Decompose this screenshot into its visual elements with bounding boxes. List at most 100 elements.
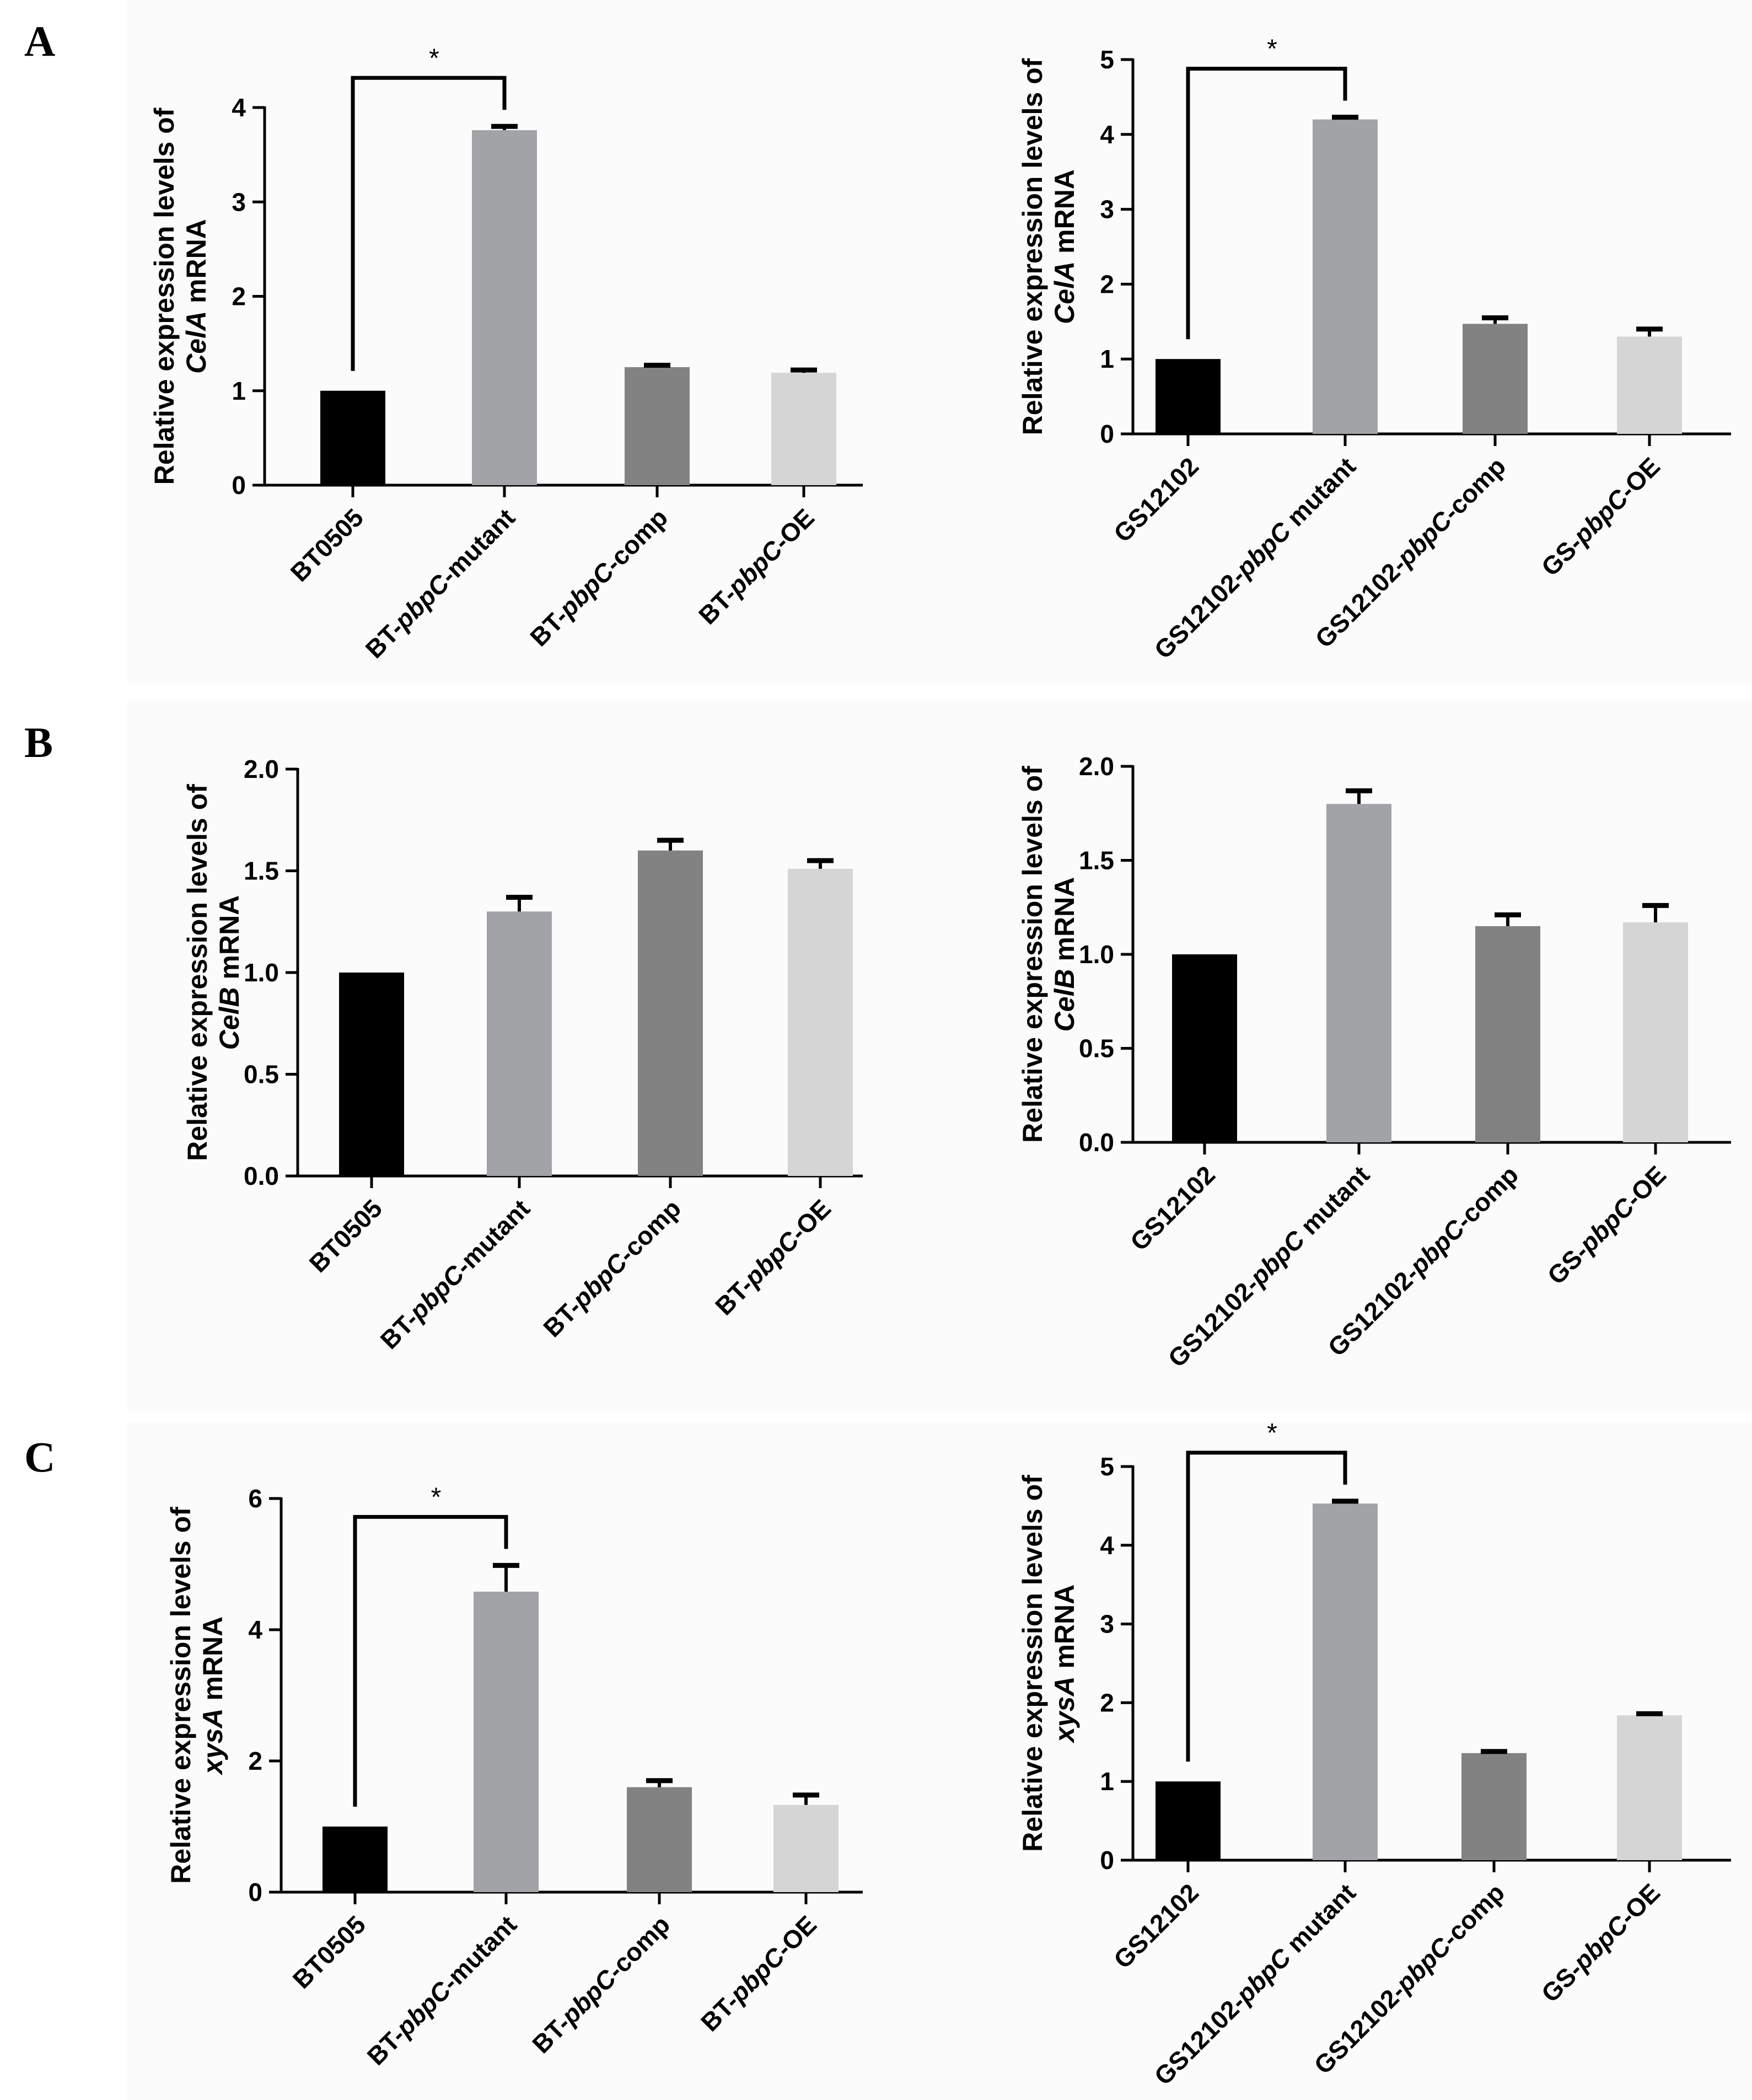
chart-b-right-bar-1 (1326, 804, 1391, 1142)
chart-a-right-bar-0 (1156, 359, 1221, 434)
chart-b-right-y-tick-label-0: 0.0 (1079, 1128, 1114, 1157)
chart-a-left-x-label-2: BT-pbpC-comp (524, 503, 673, 652)
chart-c-right-y-tick-label-3: 3 (1100, 1610, 1114, 1639)
chart-c-left-ylabel-line2-part-1: mRNA (197, 1616, 228, 1709)
chart-a-left-y-tick-label-3: 3 (232, 187, 246, 216)
chart-b-left-bar-0 (339, 973, 404, 1176)
chart-a-right-y-tick-label-3: 3 (1100, 195, 1114, 224)
chart-a-right-significance-bracket (1186, 67, 1347, 340)
chart-b-left-y-tick-label-0: 0.0 (244, 1162, 279, 1190)
chart-a-right-bar-1 (1313, 119, 1378, 434)
chart-b-right-ylabel-line2-part-0: CelB (1049, 969, 1080, 1032)
chart-a-left-y-tick-label-4: 4 (232, 93, 246, 122)
chart-b-right-y-tick-label-1: 0.5 (1079, 1034, 1114, 1063)
chart-a-left-x-label-2-part-2: -comp (599, 503, 673, 577)
chart-c-left-significance-star: * (431, 1483, 442, 1512)
chart-b-left-x-label-0-part-0: BT0505 (304, 1194, 388, 1277)
chart-a-right-x-label-0-part-0: GS12102 (1108, 452, 1204, 547)
chart-c-left-bar-0 (323, 1827, 388, 1892)
chart-a-right-x-label-2-part-0: GS12102- (1309, 551, 1411, 653)
chart-a-left-x-label-3: BT-pbpC-OE (693, 503, 820, 630)
chart-c-left-y-tick-label-0: 0 (248, 1878, 262, 1906)
chart-c-left-x-label-2-part-2: -comp (601, 1910, 675, 1984)
chart-a-right-y-tick-label-2: 2 (1100, 270, 1114, 298)
chart-a-left-ylabel-line1: Relative expression levels of (149, 108, 180, 485)
chart-b-left-bar-2 (638, 850, 703, 1176)
chart-c-right-x-label-0-part-0: GS12102 (1108, 1878, 1204, 1974)
chart-b-right-x-label-0-part-0: GS12102 (1125, 1160, 1221, 1256)
chart-c-right-ylabel-line1: Relative expression levels of (1017, 1475, 1048, 1852)
chart-c-left-ylabel-line2: xysA mRNA (197, 1616, 228, 1776)
chart-b-left-x-label-2: BT-pbpC-comp (538, 1194, 686, 1342)
chart-c-right-significance-bracket (1186, 1451, 1347, 1762)
chart-b-left-bar-1 (487, 911, 552, 1176)
chart-c-right-x-label-1-part-2: mutant (1276, 1878, 1361, 1963)
chart-a-right-bar-3 (1617, 336, 1682, 434)
chart-a-right-x-label-1-part-2: mutant (1276, 452, 1361, 536)
chart-b-right-x-label-3: GS-pbpC-OE (1542, 1160, 1672, 1290)
chart-c-right-x-label-3: GS-pbpC-OE (1536, 1878, 1666, 2008)
chart-a-left-y-tick-label-2: 2 (232, 282, 246, 311)
chart-c-right-ylabel-line2-part-1: mRNA (1049, 1585, 1080, 1677)
chart-a-right-ylabel-line2-part-1: mRNA (1049, 169, 1080, 261)
chart-c-right-y-tick-label-5: 5 (1100, 1452, 1114, 1481)
chart-b-left-bar-3 (788, 868, 853, 1176)
chart-c-right-ylabel-line2: xysA mRNA (1049, 1585, 1080, 1744)
chart-c-right-bar-3 (1617, 1715, 1682, 1860)
chart-b-left-y-tick-label-3: 1.5 (244, 857, 279, 885)
chart-c-left-y-tick-label-3: 6 (248, 1484, 262, 1513)
chart-a-right-ylabel-line2-part-0: CelA (1049, 261, 1080, 324)
chart-a-left-bar-1 (472, 130, 537, 486)
chart-b-left-ylabel-line2: CelB mRNA (214, 895, 245, 1050)
chart-b-right-bar-3 (1623, 922, 1688, 1142)
chart-b-right-ylabel-line1: Relative expression levels of (1017, 766, 1048, 1143)
chart-c-left-bar-1 (474, 1591, 539, 1892)
chart-c-right-x-label-0: GS12102 (1108, 1878, 1204, 1974)
chart-b-left-x-label-1: BT-pbpC-mutant (375, 1194, 536, 1355)
chart-b-right-bar-0 (1172, 954, 1237, 1142)
chart-a-left-significance-star: * (429, 44, 439, 73)
panel-label-a: A (24, 17, 56, 65)
chart-b-right-y-tick-label-2: 1.0 (1079, 940, 1114, 969)
chart-b-left-x-label-1-part-2: -mutant (449, 1194, 535, 1280)
chart-b-left-x-label-2-part-2: -comp (612, 1194, 686, 1267)
chart-a-left-x-label-1-part-2: -mutant (434, 503, 520, 589)
chart-c-left-bar-2 (627, 1787, 692, 1892)
chart-a-right-y-tick-label-4: 4 (1100, 120, 1114, 149)
chart-c-right-y-tick-label-1: 1 (1100, 1767, 1114, 1796)
chart-c-right-y-tick-label-4: 4 (1100, 1531, 1114, 1560)
chart-a-left-ylabel-line2-part-1: mRNA (181, 219, 212, 311)
chart-c-left-y-tick-label-1: 2 (248, 1747, 262, 1775)
chart-b-right-x-label-2-part-2: -comp (1450, 1160, 1524, 1234)
chart-c-left-x-label-1: BT-pbpC-mutant (362, 1910, 523, 2071)
chart-a-left-significance-bracket (351, 76, 507, 371)
chart-a-right-x-label-1-part-0: GS12102- (1148, 562, 1250, 664)
chart-c-right-y-tick-label-2: 2 (1100, 1688, 1114, 1717)
chart-c-left-x-label-0-part-0: BT0505 (287, 1910, 371, 1994)
chart-a-right-x-label-2-part-2: -comp (1437, 452, 1511, 525)
chart-b-right-bar-2 (1475, 926, 1540, 1142)
chart-a-right-x-label-0: GS12102 (1108, 452, 1204, 547)
chart-c-right-bar-2 (1461, 1753, 1527, 1860)
chart-b-left-y-tick-label-4: 2.0 (244, 755, 279, 783)
chart-a-left-x-label-1: BT-pbpC-mutant (360, 503, 521, 664)
chart-b-left-x-label-0: BT0505 (304, 1194, 388, 1277)
chart-b-right-ylabel-line2: CelB mRNA (1049, 877, 1080, 1032)
chart-b-left-ylabel-line2-part-1: mRNA (214, 895, 245, 987)
chart-a-left-ylabel-line2-part-0: CelA (181, 311, 212, 374)
chart-b-right-x-label-0: GS12102 (1125, 1160, 1221, 1256)
chart-a-left-y-tick-label-1: 1 (232, 377, 246, 405)
chart-a-left-bar-2 (625, 367, 690, 485)
chart-b-left-ylabel-line1: Relative expression levels of (182, 784, 213, 1161)
chart-c-left-x-label-0: BT0505 (287, 1910, 371, 1994)
panel-label-b: B (24, 718, 53, 766)
chart-a-right-significance-star: * (1267, 35, 1277, 64)
chart-b-left-ylabel-line2-part-0: CelB (214, 987, 245, 1050)
chart-a-right-x-label-3: GS-pbpC-OE (1536, 452, 1666, 582)
chart-a-left-x-label-0: BT0505 (285, 503, 369, 587)
chart-a-right-bar-2 (1463, 324, 1528, 434)
chart-a-left-y-tick-label-0: 0 (232, 471, 246, 500)
chart-a-right-y-tick-label-5: 5 (1100, 45, 1114, 74)
chart-a-right-ylabel-line2: CelA mRNA (1049, 169, 1080, 324)
